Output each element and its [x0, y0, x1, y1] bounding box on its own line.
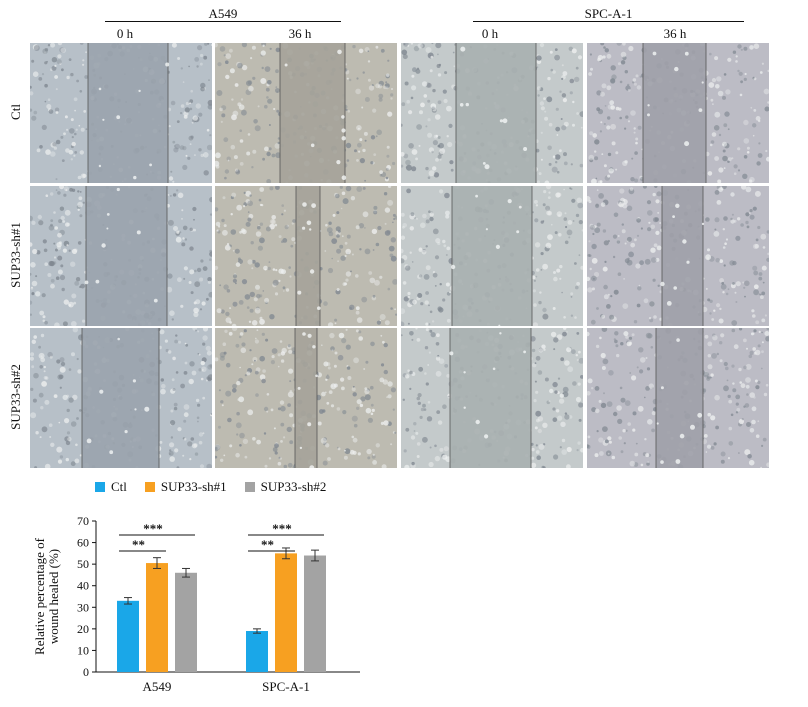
legend-label-sh2: SUP33-sh#2 [260, 479, 327, 494]
group-header-spca1: SPC-A-1 [584, 6, 633, 21]
micrograph-ctl-a549-0h [30, 43, 212, 183]
micrograph-sh2-spca1-36h [587, 328, 769, 468]
group-header-a549: A549 [208, 6, 238, 21]
micrograph-sh2-a549-36h [215, 328, 397, 468]
significance-label-1: *** [143, 521, 163, 536]
y-tick-label-40: 40 [77, 579, 89, 593]
row-label-ctl: Ctl [8, 104, 23, 120]
micrograph-ctl-a549-36h [215, 43, 397, 183]
y-tick-label-60: 60 [77, 536, 89, 550]
micrograph-sh2-spca1-0h [401, 328, 583, 468]
micrograph-sh1-a549-0h [30, 186, 212, 326]
legend-item-sh2: SUP33-sh#2 [244, 479, 327, 495]
legend-item-ctl: Ctl [95, 479, 127, 495]
timepoint-spca1-36h: 36 h [663, 26, 687, 41]
legend-swatch-sh2 [244, 482, 255, 492]
bar-a549-sup33-sh#2 [175, 572, 197, 672]
legend-swatch-sh1 [144, 482, 155, 492]
bar-spc-a-1-sup33-sh#2 [304, 555, 326, 672]
legend-label-sh1: SUP33-sh#1 [160, 479, 227, 494]
group-underline-spca1 [473, 21, 744, 22]
bar-spc-a-1-ctl [246, 631, 268, 672]
micrograph-ctl-spca1-36h [587, 43, 769, 183]
micrograph-sh1-spca1-36h [587, 186, 769, 326]
legend-swatch-ctl [95, 482, 105, 492]
micrograph-sh1-a549-36h [215, 186, 397, 326]
micrograph-ctl-spca1-0h [401, 43, 583, 183]
bar-spc-a-1-sup33-sh#1 [275, 553, 297, 672]
y-tick-label-70: 70 [77, 514, 89, 528]
micrograph-sh2-a549-0h [30, 328, 212, 468]
y-tick-label-30: 30 [77, 600, 89, 614]
row-label-sh1: SUP33-sh#1 [8, 222, 23, 288]
significance-label-3: *** [272, 521, 292, 536]
timepoint-spca1-0h: 0 h [481, 26, 499, 41]
timepoint-a549-0h: 0 h [116, 26, 134, 41]
y-tick-label-0: 0 [83, 665, 89, 679]
micrograph-sh1-spca1-0h [401, 186, 583, 326]
timepoint-a549-36h: 36 h [288, 26, 312, 41]
x-tick-label-spc-a-1: SPC-A-1 [262, 679, 310, 694]
y-axis-label-line-1: Relative percentage of [32, 537, 47, 655]
x-tick-label-a549: A549 [143, 679, 172, 694]
significance-label-0: ** [132, 537, 145, 552]
y-tick-label-20: 20 [77, 622, 89, 636]
group-underline-a549 [105, 21, 341, 22]
y-tick-label-10: 10 [77, 643, 89, 657]
legend-label-ctl: Ctl [111, 479, 127, 494]
legend-item-sh1: SUP33-sh#1 [144, 479, 227, 495]
bar-a549-ctl [117, 600, 139, 672]
significance-label-2: ** [261, 537, 274, 552]
bar-a549-sup33-sh#1 [146, 563, 168, 672]
chart-legend: Ctl SUP33-sh#1 SUP33-sh#2 [95, 479, 344, 495]
row-label-sh2: SUP33-sh#2 [8, 364, 23, 430]
bar-chart: 0 10 20 30 40 50 60 70 Relative percentage of wou… [32, 514, 360, 694]
y-tick-label-50: 50 [77, 557, 89, 571]
y-axis-label-line-2: wound healed (%) [46, 549, 61, 644]
